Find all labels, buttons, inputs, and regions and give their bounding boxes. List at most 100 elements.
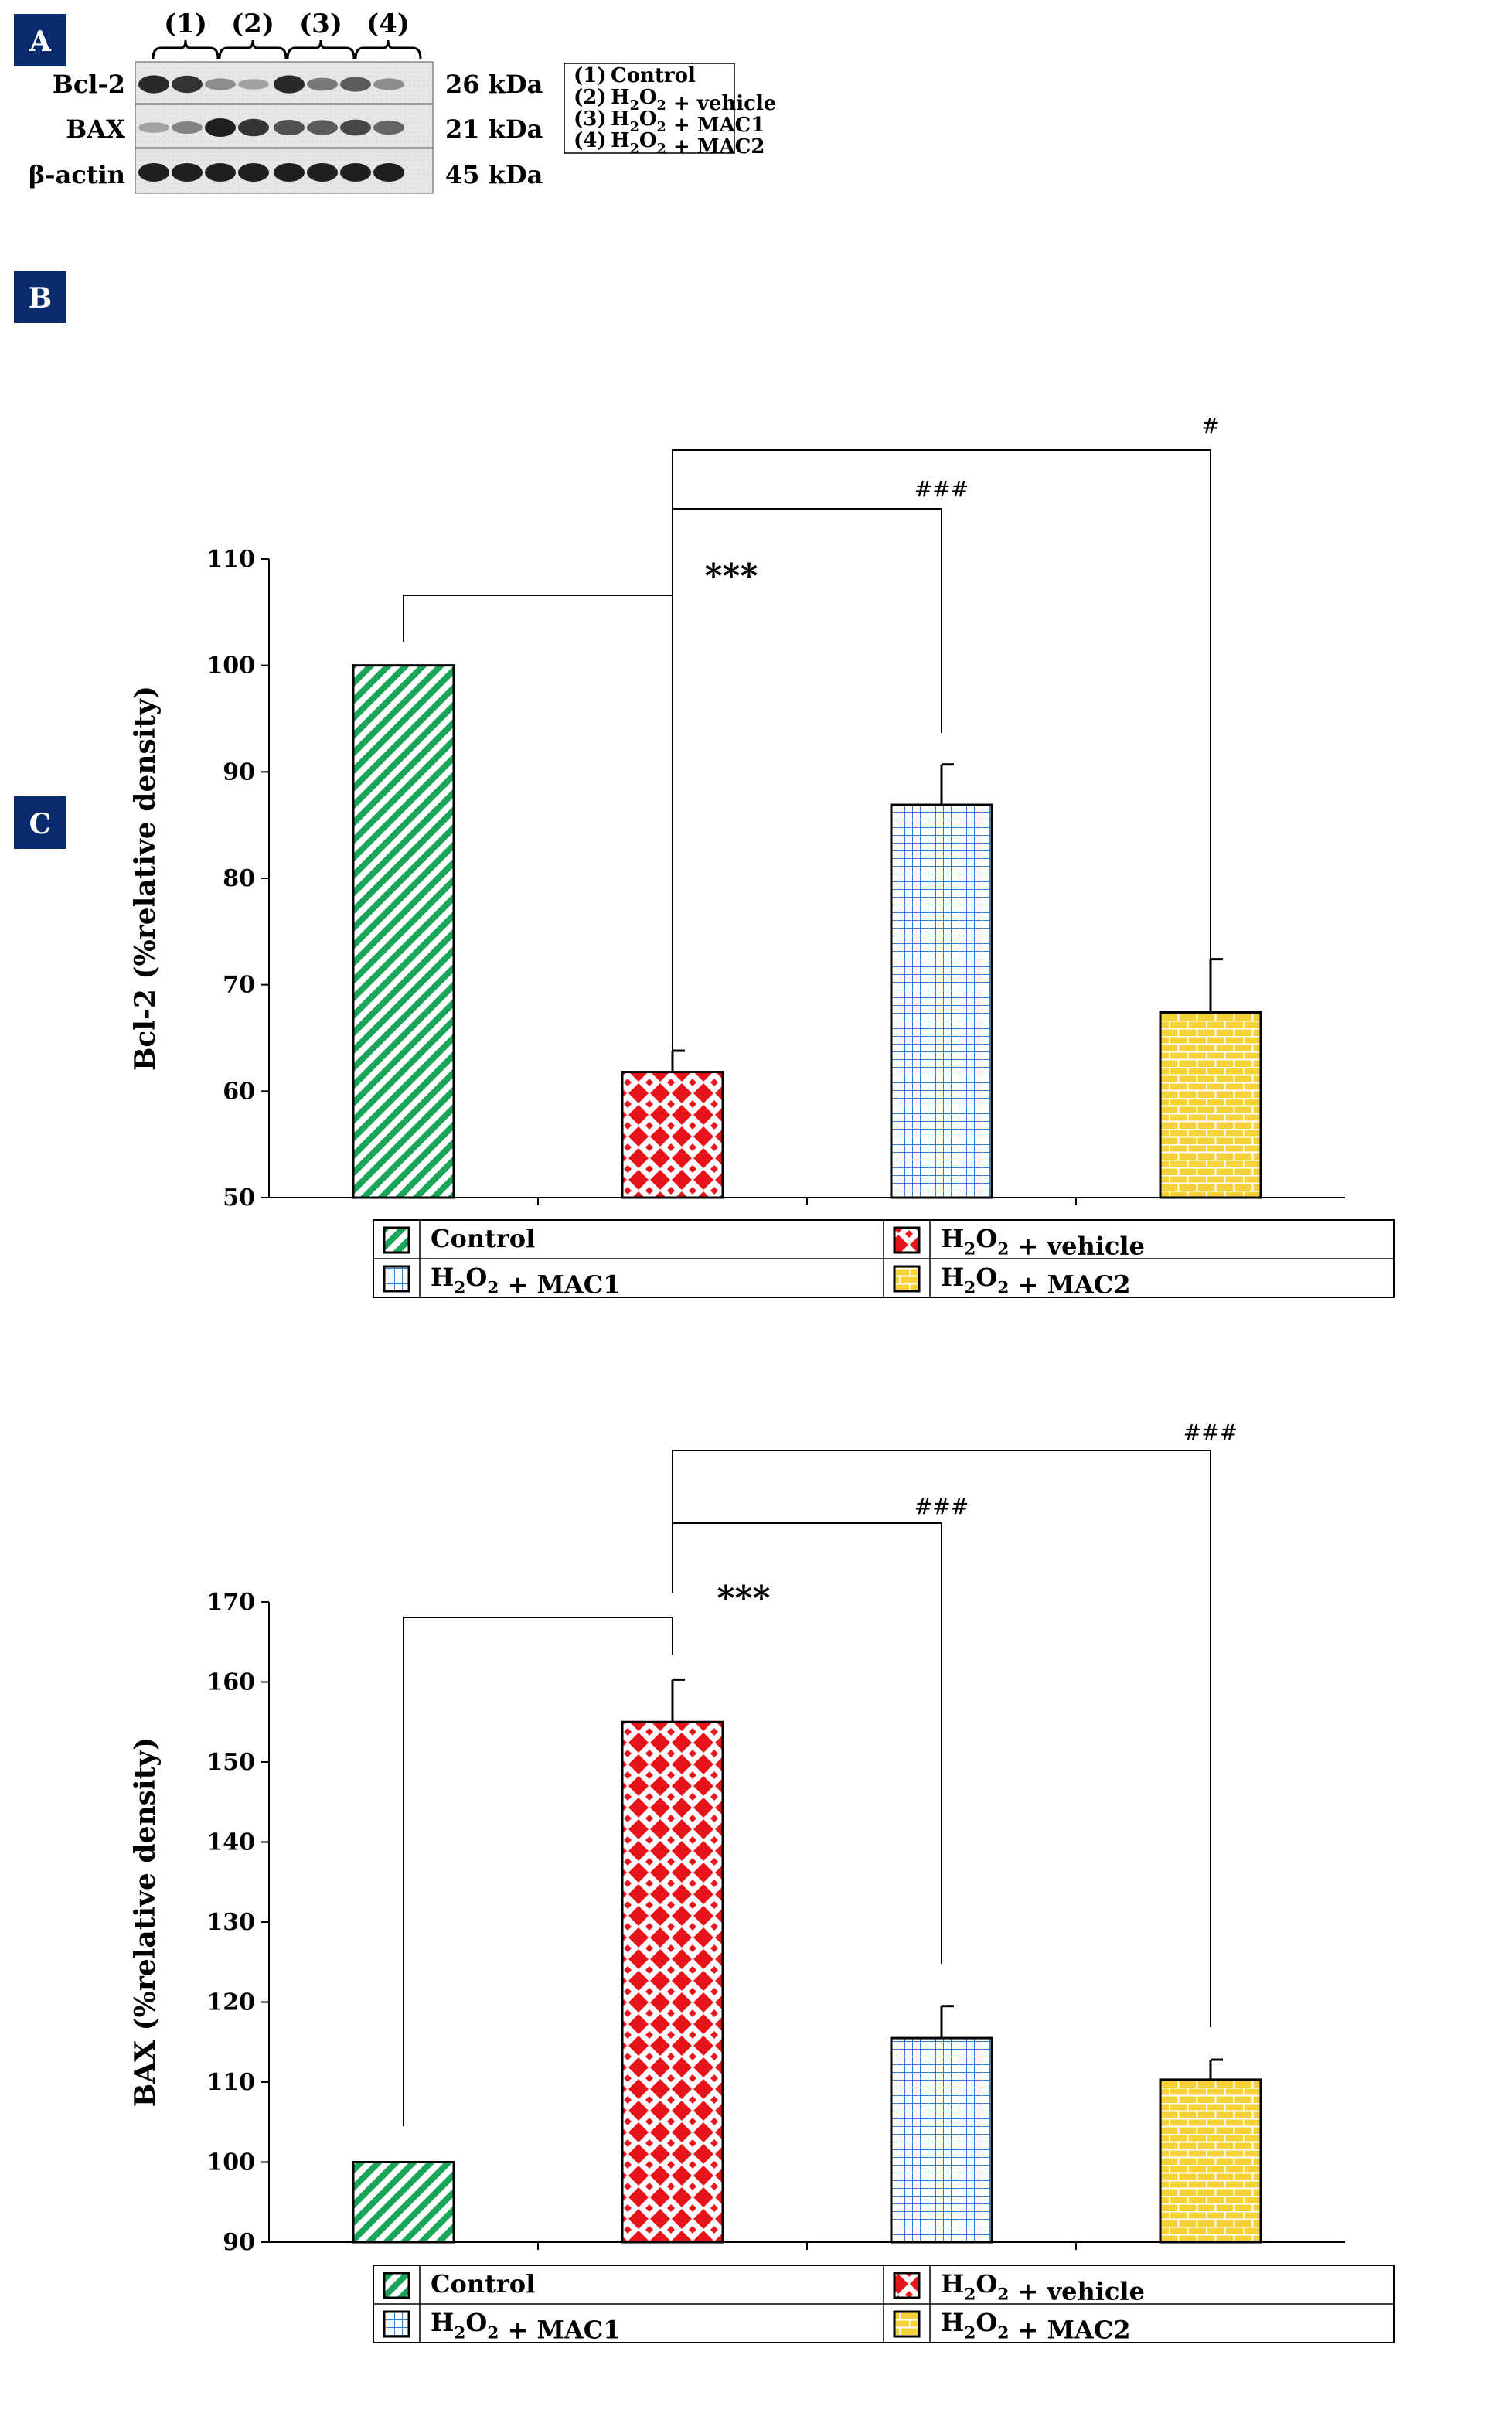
blot-band <box>205 163 236 182</box>
blot-band <box>307 120 338 135</box>
legend-label: H2O2 + MAC1 <box>431 2308 620 2345</box>
blot-band <box>172 121 203 134</box>
y-tick-label: 90 <box>223 2229 255 2256</box>
lane-group-label: (1) <box>164 9 207 39</box>
blot-band <box>238 118 269 137</box>
lane-bracket <box>286 39 356 60</box>
legend-text: Control <box>611 64 696 87</box>
panel-b-badge <box>14 271 66 323</box>
blot-band <box>373 163 404 182</box>
legend-num: (3) <box>574 107 607 131</box>
legend-swatch <box>383 2310 410 2338</box>
size-label-bax: 21 kDa <box>445 114 543 144</box>
lane-bracket <box>218 39 288 60</box>
lane-bracket <box>354 39 422 60</box>
y-tick-label: 110 <box>206 546 255 573</box>
protein-label-bax: BAX <box>66 114 125 144</box>
y-tick-label: 70 <box>223 972 255 999</box>
western-blot <box>135 61 434 194</box>
legend-label: H2O2 + vehicle <box>941 2269 1145 2306</box>
legend-text: H2O2 + MAC2 <box>611 129 765 158</box>
blot-band <box>138 122 169 133</box>
blot-band <box>138 75 169 94</box>
panel-a-legend <box>564 63 735 154</box>
legend-swatch <box>893 2310 921 2338</box>
panel-c-badge <box>14 796 66 849</box>
bar <box>621 1720 724 2244</box>
legend-text: H2O2 + vehicle <box>611 86 776 115</box>
legend-num: (2) <box>574 86 607 109</box>
y-tick-label: 100 <box>206 2149 255 2176</box>
significance-label: ### <box>1183 1420 1238 1445</box>
bar <box>890 803 993 1199</box>
y-tick-label: 140 <box>206 1829 255 1856</box>
protein-label-actin: β-actin <box>29 160 125 189</box>
blot-band <box>373 120 404 135</box>
significance-label: *** <box>717 1579 770 1618</box>
lane-group-labels: (1) (2) (3) (4) <box>164 9 410 39</box>
size-label-actin: 45 kDa <box>445 160 543 189</box>
bar <box>352 2161 455 2244</box>
panel-a-legend-items: (1) Control(2) H2O2 + vehicle(3) H2O2 + MAC… <box>574 64 776 158</box>
blot-band <box>274 75 305 94</box>
legend-swatch <box>383 1226 410 1254</box>
blot-band <box>205 78 236 90</box>
y-tick-label: 110 <box>206 2069 255 2096</box>
panel-b-letter: B <box>29 282 52 315</box>
y-tick-label: 50 <box>223 1184 255 1212</box>
lane-group-label: (2) <box>231 9 274 39</box>
blot-band <box>205 118 236 137</box>
legend-swatch <box>893 1265 921 1293</box>
bcl2-chart: 50 60 70 80 90 100 110 Bcl-2 (%relative density… <box>129 413 1395 1300</box>
lane-group-label: (3) <box>299 9 342 39</box>
blot-band <box>373 78 404 90</box>
blot-band <box>138 163 169 182</box>
blot-band <box>238 163 269 182</box>
significance-bracket <box>672 1522 942 1964</box>
legend-swatch <box>893 2272 921 2299</box>
blot-band <box>172 163 203 182</box>
y-tick-label: 60 <box>223 1078 255 1105</box>
blot-band <box>307 77 338 91</box>
legend-label: H2O2 + vehicle <box>941 1224 1145 1261</box>
lane-group-label: (4) <box>366 9 410 39</box>
bar <box>890 2036 993 2244</box>
y-axis-label: Bcl-2 (%relative density) <box>129 686 162 1071</box>
blot-band <box>172 75 203 94</box>
y-tick-label: 90 <box>223 758 255 786</box>
legend-label: Control <box>431 1224 535 1253</box>
panel-a-letter: A <box>29 26 52 58</box>
panel-c-letter: C <box>29 808 52 840</box>
size-label-bcl2: 26 kDa <box>445 70 543 99</box>
significance-label: ### <box>914 1494 969 1519</box>
y-tick-label: 150 <box>206 1749 255 1776</box>
bar <box>1159 2078 1262 2244</box>
bar <box>1159 1011 1262 1199</box>
blot-band <box>238 79 269 90</box>
legend-swatch <box>383 2272 410 2299</box>
protein-label-bcl2: Bcl-2 <box>53 70 125 99</box>
y-tick-label: 170 <box>206 1589 255 1616</box>
bar <box>352 664 455 1199</box>
panel-a-badge <box>14 14 66 66</box>
significance-label: # <box>1201 413 1219 438</box>
lane-bracket <box>152 39 220 60</box>
legend-label: H2O2 + MAC2 <box>941 2308 1130 2345</box>
panel-a: A (1) (2) (3) (4) Bcl-2 BAX β-actin 26 kDa … <box>14 9 776 194</box>
y-tick-label: 130 <box>206 1909 255 1936</box>
legend-num: (4) <box>574 129 607 152</box>
significance-bracket <box>403 1617 673 2126</box>
lane-brackets <box>152 39 422 60</box>
panel-c: C 90 100 110 120 130 140 150 160 170 BAX (%relati… <box>14 796 1395 2345</box>
legend-label: H2O2 + MAC2 <box>941 1263 1130 1300</box>
legend-label: Control <box>431 2269 535 2299</box>
bax-chart: 90 100 110 120 130 140 150 160 170 BAX (%relative… <box>129 1420 1395 2345</box>
blot-band <box>340 163 371 182</box>
y-tick-label: 120 <box>206 1989 255 2016</box>
significance-bracket <box>672 449 1211 962</box>
y-tick-label: 160 <box>206 1669 255 1696</box>
legend-num: (1) <box>574 64 607 87</box>
significance-label: ### <box>914 476 969 502</box>
blot-band <box>274 163 305 182</box>
